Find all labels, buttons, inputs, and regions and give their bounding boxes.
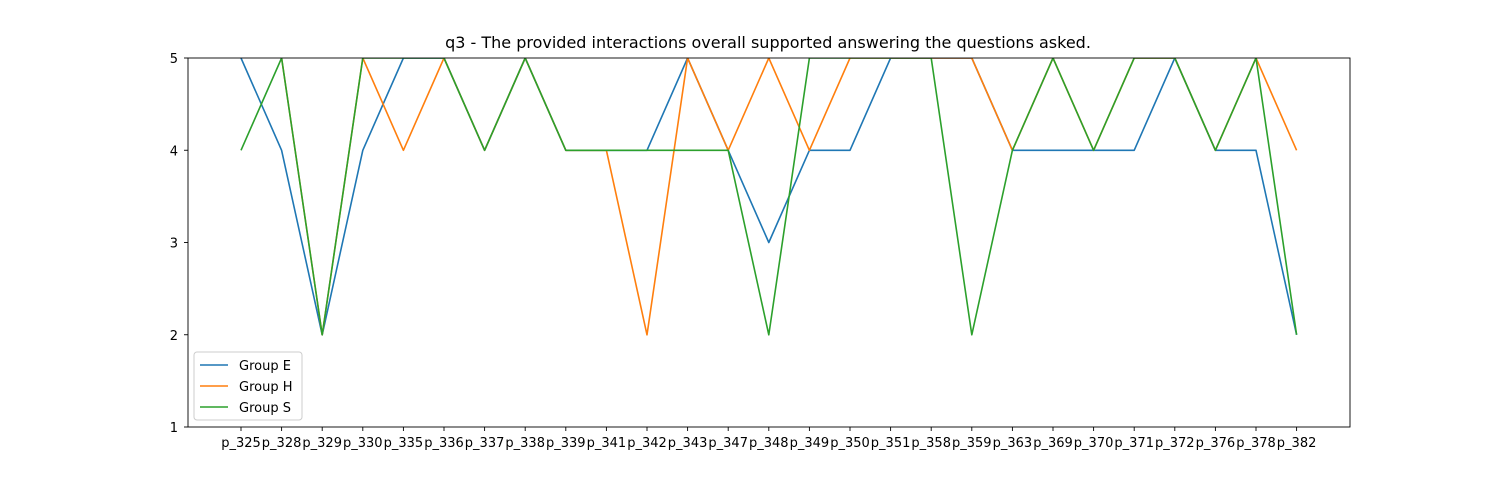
x-tick-label: p_330 [343,436,383,451]
plot-area [240,58,1298,336]
x-tick-label: p_358 [911,436,951,451]
x-tick-label: p_341 [587,436,627,451]
x-tick-label: p_348 [749,436,789,451]
axes: 1 2 3 4 5 p_325 p_328 p_329 p_330 p_335 p_336 p_337… [170,52,1351,451]
legend-box [193,351,303,421]
x-tick-label: p_370 [1074,436,1114,451]
x-tick-label: p_329 [302,436,342,451]
x-tick-label: p_337 [465,436,505,451]
x-tick-label: p_382 [1277,436,1317,451]
x-tick-label: p_338 [505,436,545,451]
x-tick-label: p_350 [830,436,870,451]
x-tick-label: p_339 [546,436,586,451]
x-tick-label: p_343 [668,436,708,451]
x-tick-label: p_328 [262,436,302,451]
x-tick-label: p_351 [871,436,911,451]
x-tick-label: p_376 [1196,436,1236,451]
legend: Group E Group H Group S [193,351,303,421]
series-line-group-e [240,58,1298,336]
chart-title: q3 - The provided interactions overall s… [445,33,1091,52]
y-tick-label: 3 [170,237,178,252]
x-tick-label: p_378 [1236,436,1276,451]
x-tick-label: p_363 [993,436,1033,451]
y-tick-label: 4 [170,144,178,159]
x-tick-label: p_342 [627,436,667,451]
x-tick-label: p_347 [708,436,748,451]
legend-label: Group E [239,359,291,374]
y-tick-label: 1 [170,421,178,436]
x-tick-label: p_369 [1033,436,1073,451]
legend-label: Group S [239,401,291,416]
x-tick-label: p_359 [952,436,992,451]
x-tick-label: p_325 [221,436,261,451]
y-tick-label: 2 [170,329,178,344]
legend-label: Group H [239,380,293,395]
y-tick-label: 5 [170,52,178,67]
series-line-group-s [240,58,1298,336]
x-tick-label: p_336 [424,436,464,451]
x-tick-label: p_371 [1114,436,1154,451]
x-tick-label: p_372 [1155,436,1195,451]
x-tick-label: p_349 [790,436,830,451]
x-tick-label: p_335 [384,436,424,451]
